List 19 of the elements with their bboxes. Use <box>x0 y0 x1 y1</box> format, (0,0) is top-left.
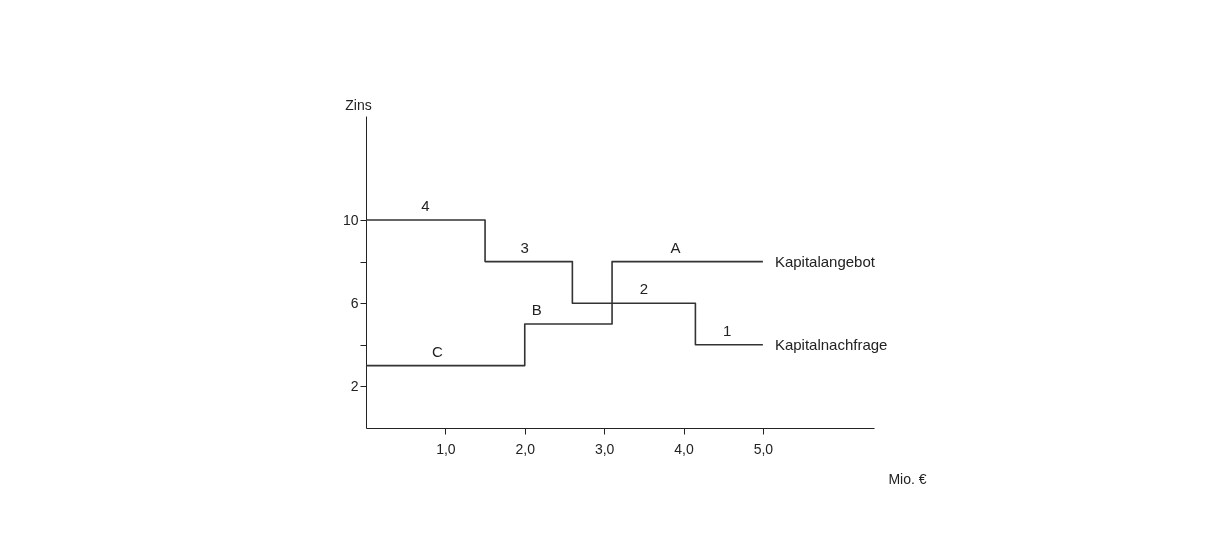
x-axis-title: Mio. € <box>888 470 927 487</box>
x-tick-label: 1,0 <box>436 440 456 457</box>
x-tick-label: 4,0 <box>674 440 694 457</box>
annotation: B <box>531 301 542 318</box>
annotation: 1 <box>722 321 732 339</box>
annotation: C <box>432 342 444 360</box>
series-label: Kapitalnachfrage <box>774 335 888 353</box>
y-axis-title: Zins <box>345 96 372 113</box>
x-tick-label: 3,0 <box>594 440 615 457</box>
annotation: 4 <box>421 197 430 214</box>
y-tick-label: 2 <box>350 377 359 394</box>
series-label: Kapitalangebot <box>774 252 876 270</box>
x-tick-label: 5,0 <box>753 440 774 457</box>
y-tick-label: 10 <box>342 211 359 228</box>
annotation: A <box>670 238 681 256</box>
annotation: 3 <box>520 238 529 256</box>
annotation: 2 <box>639 280 648 298</box>
x-tick-label: 2,0 <box>515 440 536 457</box>
y-tick-label: 6 <box>350 294 359 311</box>
